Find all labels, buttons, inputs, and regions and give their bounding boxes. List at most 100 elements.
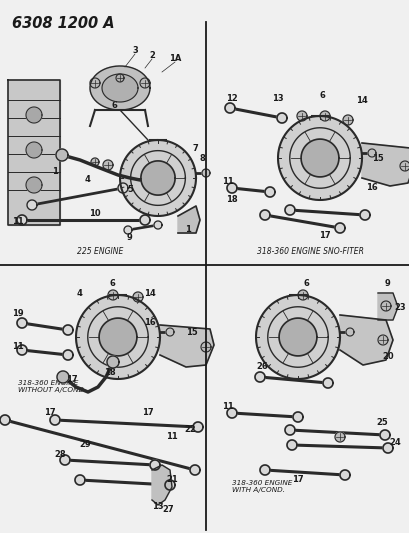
- Polygon shape: [103, 160, 113, 170]
- Polygon shape: [139, 78, 150, 88]
- Polygon shape: [56, 149, 68, 161]
- Polygon shape: [334, 432, 344, 442]
- Polygon shape: [377, 293, 397, 320]
- Text: 225 ENGINE: 225 ENGINE: [76, 247, 123, 256]
- Polygon shape: [399, 161, 409, 171]
- Polygon shape: [200, 342, 211, 352]
- Text: 1: 1: [52, 167, 58, 176]
- Text: 3: 3: [132, 45, 137, 54]
- Polygon shape: [276, 113, 286, 123]
- Text: 28: 28: [54, 450, 66, 459]
- Text: 318-360 ENGINE
WITH A/COND.: 318-360 ENGINE WITH A/COND.: [231, 480, 292, 493]
- Text: 14: 14: [144, 288, 155, 297]
- Polygon shape: [284, 205, 294, 215]
- Text: 11: 11: [222, 177, 233, 187]
- Polygon shape: [90, 78, 100, 88]
- Polygon shape: [116, 74, 124, 82]
- Polygon shape: [0, 415, 10, 425]
- Polygon shape: [292, 412, 302, 422]
- Text: 26: 26: [256, 362, 267, 372]
- Polygon shape: [255, 295, 339, 379]
- Polygon shape: [76, 295, 160, 379]
- Text: 24: 24: [388, 439, 400, 448]
- Text: 6: 6: [302, 279, 308, 287]
- Polygon shape: [227, 183, 236, 193]
- Text: 6: 6: [109, 279, 115, 287]
- Polygon shape: [102, 74, 138, 102]
- Polygon shape: [322, 378, 332, 388]
- Polygon shape: [380, 301, 390, 311]
- Polygon shape: [139, 215, 150, 225]
- Text: 13: 13: [272, 93, 283, 102]
- Polygon shape: [17, 215, 27, 225]
- Text: 6: 6: [318, 91, 324, 100]
- Polygon shape: [339, 315, 392, 365]
- Text: 17: 17: [44, 408, 56, 417]
- Text: 10: 10: [89, 208, 101, 217]
- Text: 6: 6: [111, 101, 117, 109]
- Text: 22: 22: [184, 425, 196, 434]
- Polygon shape: [377, 335, 387, 345]
- Text: 9: 9: [127, 233, 133, 243]
- Text: 18: 18: [104, 368, 115, 377]
- Polygon shape: [164, 480, 175, 490]
- Text: 25: 25: [375, 418, 387, 427]
- Polygon shape: [178, 206, 200, 233]
- Polygon shape: [120, 140, 196, 216]
- Text: 14: 14: [355, 95, 367, 104]
- Polygon shape: [339, 470, 349, 480]
- Text: 29: 29: [79, 440, 90, 449]
- Polygon shape: [227, 408, 236, 418]
- Polygon shape: [17, 345, 27, 355]
- Text: 11: 11: [12, 217, 24, 227]
- Polygon shape: [279, 318, 316, 356]
- Polygon shape: [361, 143, 409, 186]
- Text: 27: 27: [162, 505, 173, 514]
- Polygon shape: [367, 149, 375, 157]
- Polygon shape: [17, 318, 27, 328]
- Polygon shape: [359, 210, 369, 220]
- Polygon shape: [27, 200, 37, 210]
- Text: 16: 16: [144, 319, 155, 327]
- Polygon shape: [26, 107, 42, 123]
- Text: 13: 13: [152, 503, 164, 512]
- Polygon shape: [108, 290, 118, 300]
- Text: 8: 8: [199, 154, 204, 163]
- Polygon shape: [90, 66, 150, 110]
- Text: 4: 4: [77, 288, 83, 297]
- Text: 15: 15: [371, 154, 383, 163]
- Polygon shape: [166, 328, 173, 336]
- Text: 318-360 ENGINE
WITHOUT A/COND.: 318-360 ENGINE WITHOUT A/COND.: [18, 380, 86, 393]
- Polygon shape: [297, 290, 307, 300]
- Polygon shape: [99, 318, 137, 356]
- Text: 17: 17: [66, 376, 78, 384]
- Polygon shape: [225, 103, 234, 113]
- Polygon shape: [63, 325, 73, 335]
- Polygon shape: [26, 177, 42, 193]
- Polygon shape: [286, 440, 296, 450]
- Polygon shape: [91, 158, 99, 166]
- Polygon shape: [154, 221, 162, 229]
- Polygon shape: [254, 372, 264, 382]
- Polygon shape: [150, 460, 160, 470]
- Text: 6308 1200 A: 6308 1200 A: [12, 16, 115, 31]
- Polygon shape: [26, 142, 42, 158]
- Polygon shape: [379, 430, 389, 440]
- Text: 12: 12: [226, 93, 237, 102]
- Text: 11: 11: [222, 402, 233, 411]
- Polygon shape: [107, 356, 119, 368]
- Polygon shape: [334, 223, 344, 233]
- Text: 17: 17: [319, 230, 330, 239]
- Polygon shape: [133, 292, 143, 302]
- Polygon shape: [277, 116, 361, 200]
- Text: 7: 7: [192, 143, 198, 152]
- Text: 23: 23: [393, 303, 405, 311]
- Polygon shape: [57, 371, 69, 383]
- Polygon shape: [75, 475, 85, 485]
- Text: 21: 21: [166, 475, 178, 484]
- Text: 2: 2: [149, 51, 155, 60]
- Polygon shape: [284, 425, 294, 435]
- Polygon shape: [300, 139, 338, 177]
- Text: 15: 15: [186, 328, 198, 337]
- Text: 17: 17: [142, 408, 153, 417]
